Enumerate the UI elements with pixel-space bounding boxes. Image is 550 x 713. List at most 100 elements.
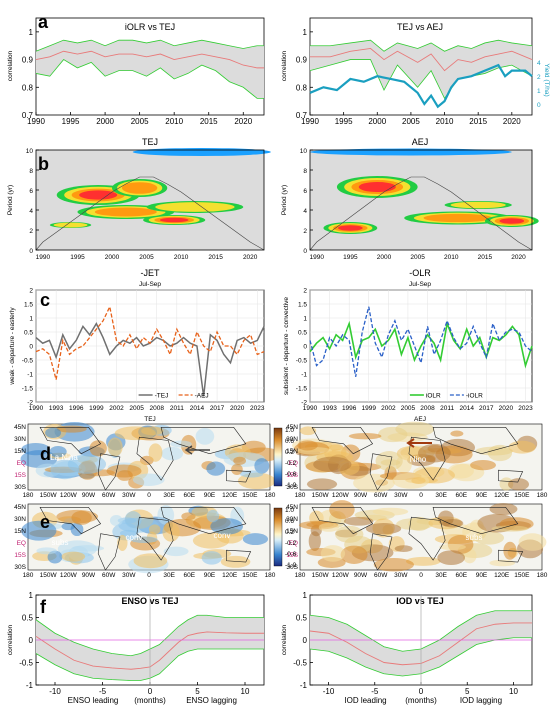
x-tick-label: 5: [195, 687, 200, 696]
legend-label: -iOLR: [466, 393, 483, 400]
anomaly-patch: [329, 500, 355, 520]
lat-label: 15S: [286, 552, 298, 559]
power-contour: [165, 218, 183, 222]
power-contour: [423, 213, 493, 223]
anomaly-patch: [163, 546, 189, 557]
anomaly-patch: [242, 533, 269, 546]
x-tick-label: -10: [323, 687, 335, 696]
anomaly-patch: [254, 458, 270, 474]
map-title: TEJ: [144, 416, 156, 423]
y-tick-label: 0.8: [22, 83, 34, 92]
x-tick-label: 2005: [402, 117, 420, 126]
x-tick-label: 2005: [129, 405, 144, 412]
lat-label: 15N: [286, 528, 298, 535]
colorbar-label: 0.6: [285, 518, 294, 525]
y-tick-label: -1: [301, 372, 307, 379]
power-contour: [53, 222, 88, 228]
map-annotation: Nino: [410, 455, 427, 464]
x-tick-label: 2000: [377, 254, 392, 261]
lon-label: 60E: [184, 492, 196, 499]
x-tick-label: 1990: [36, 254, 51, 261]
anomaly-patch: [45, 427, 62, 438]
anomaly-patch: [117, 534, 128, 551]
anomaly-patch: [411, 477, 426, 485]
colorbar-label: 0.2: [285, 529, 294, 536]
x-tick-label: 2011: [440, 405, 454, 412]
map-title: AEJ: [414, 416, 426, 423]
lon-label: 150E: [242, 572, 258, 579]
lon-label: 30W: [122, 492, 136, 499]
lat-label: 45N: [14, 424, 26, 431]
y-tick-label: 2: [303, 288, 307, 295]
y-tick-label: 0: [303, 344, 307, 351]
lat-label: 15N: [286, 448, 298, 455]
y-tick-label: 0: [29, 344, 33, 351]
x-tick-label: 2015: [200, 117, 218, 126]
anomaly-patch: [508, 440, 536, 454]
lon-label: 30W: [394, 572, 408, 579]
anomaly-patch: [148, 524, 161, 535]
chart-title: IOD vs TEJ: [396, 596, 444, 606]
y2-axis-label: Yield (T/ha): [543, 63, 550, 96]
panel-letter-e: e: [40, 512, 50, 532]
confidence-band: [310, 610, 532, 676]
lon-label: 30E: [163, 572, 175, 579]
x-tick-label: 2023: [518, 405, 533, 412]
anomaly-patch: [394, 545, 413, 553]
x-tick-label: 2005: [139, 254, 154, 261]
colorbar: [273, 427, 283, 487]
y-tick-label: 6: [303, 188, 307, 195]
anomaly-patch: [437, 550, 466, 566]
coastline: [39, 507, 102, 535]
x-tick-label: 2000: [96, 117, 114, 126]
x-tick-label: 2020: [234, 117, 252, 126]
lon-label: 180: [295, 572, 306, 579]
map-annotation: subs: [52, 538, 69, 547]
y-tick-label: 1: [303, 316, 307, 323]
lon-label: 180: [537, 492, 548, 499]
x-tick-label: 1990: [303, 405, 318, 412]
y-tick-label: 0: [303, 248, 307, 255]
chart-title: iOLR vs TEJ: [125, 22, 175, 32]
lon-label: 60W: [374, 492, 388, 499]
plot-area: 1990 1995 2000 2005 2010 2015 2020 0.7 0.8 0.9 1 0 1…: [296, 28, 541, 126]
lat-label: 15S: [14, 472, 26, 479]
y-tick-label: -1: [27, 372, 33, 379]
x-tick-label: 2010: [436, 117, 454, 126]
lat-label: 30S: [14, 564, 26, 571]
y-tick-label: 4: [29, 208, 33, 215]
anomaly-patch: [49, 445, 67, 458]
x-annotation: (months): [405, 696, 437, 705]
power-contour: [358, 181, 396, 193]
anomaly-patch: [395, 421, 435, 437]
y-tick-label: 0.8: [296, 83, 308, 92]
panel-letter-b: b: [38, 154, 49, 174]
x-annotation: (months): [134, 696, 166, 705]
coastline: [408, 516, 446, 561]
flow-arrow: [406, 438, 432, 448]
y-tick-label: 4: [303, 208, 307, 215]
x-tick-label: 2008: [149, 405, 164, 412]
power-contour: [504, 219, 520, 223]
plot-frame: [35, 149, 265, 251]
anomaly-patch: [89, 440, 107, 457]
anomaly-patch: [365, 523, 402, 535]
x-tick-label: 2005: [410, 254, 425, 261]
panel-letter-f: f: [40, 597, 47, 617]
anomaly-patch: [195, 428, 215, 445]
chart-title: TEJ: [142, 137, 158, 147]
x-tick-label: 1990: [309, 254, 324, 261]
lat-label: EQ: [17, 460, 26, 467]
x-tick-label: 2014: [190, 405, 205, 412]
x-tick-label: 2015: [469, 117, 487, 126]
chart-title: AEJ: [412, 137, 429, 147]
panel-c-right: -OLR Jul-Sep subsident - departure - con…: [283, 268, 533, 412]
coastline: [136, 436, 174, 481]
lat-label: 45N: [286, 424, 298, 431]
cone-of-influence: [309, 176, 533, 251]
series-line: [309, 306, 533, 377]
anomaly-patch: [340, 545, 368, 564]
lon-label: 30E: [435, 492, 447, 499]
